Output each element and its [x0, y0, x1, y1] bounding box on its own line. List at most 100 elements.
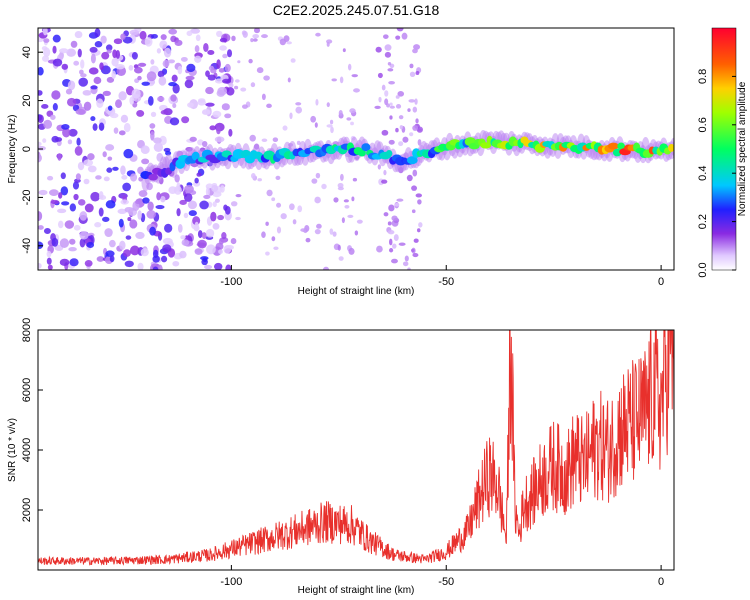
spectrogram-blob — [389, 102, 393, 106]
spectrogram-blob — [272, 137, 279, 143]
spectrogram-blob — [38, 189, 48, 196]
spectrogram-blob — [282, 125, 288, 131]
spectrogram-blob — [387, 221, 392, 226]
ridge-blob — [385, 150, 393, 157]
spectrogram-blob — [391, 215, 398, 221]
spectrogram-blob — [50, 199, 60, 205]
spectrogram-blob — [209, 125, 216, 131]
spectrogram-blob — [280, 213, 287, 220]
spectrogram-blob — [252, 38, 258, 42]
spectrogram-blob — [140, 248, 149, 257]
spectrogram-blob — [98, 207, 104, 217]
spectrogram-blob — [109, 112, 119, 119]
spectrogram-blob — [83, 159, 94, 167]
spectrogram-blob — [194, 45, 200, 53]
spectrogram-blob — [346, 117, 352, 121]
spectrogram-blob — [263, 75, 270, 81]
spectrogram-blob — [64, 220, 75, 229]
spectrogram-blob — [94, 41, 103, 48]
spectrogram-blob — [159, 135, 167, 146]
spectrogram-blob — [124, 260, 134, 268]
spectrogram-blob — [388, 248, 394, 253]
spectrogram-blob — [416, 228, 421, 233]
spectrogram-blob — [378, 96, 382, 103]
snr-x-tick-label: 0 — [658, 576, 664, 588]
spectrogram-blob — [234, 85, 239, 90]
spectrogram-blob — [389, 115, 393, 120]
spectrogram-blob — [129, 96, 135, 105]
spectrogram-blob — [326, 102, 330, 108]
spectrogram-blob — [185, 75, 195, 81]
spectrogram-blob — [129, 219, 138, 229]
spectrogram-blob — [222, 53, 228, 59]
spectrogram-blob — [193, 181, 201, 187]
spectrogram-blob — [297, 205, 303, 213]
snr-y-tick-label: 4000 — [21, 438, 33, 462]
spectrogram-blob — [340, 173, 344, 181]
spectrogram-blob — [279, 38, 287, 46]
spectrogram-y-label: Frequency (Hz) — [7, 115, 18, 184]
spectrogram-blob — [78, 77, 89, 87]
spectrogram-blob — [404, 255, 409, 262]
spectrogram-blob — [383, 212, 389, 217]
spectrogram-blob — [106, 167, 113, 173]
spectrogram-blob — [159, 40, 168, 49]
spectrogram-blob — [179, 250, 187, 259]
spectrogram-blob — [82, 89, 92, 96]
spectrogram-blob — [218, 68, 225, 73]
spectrogram-blob — [112, 166, 119, 171]
spectrogram-blob — [177, 65, 183, 75]
spectrogram-blob — [412, 253, 419, 258]
spectrogram-blob — [118, 208, 125, 214]
spectrogram-blob — [187, 102, 194, 108]
spectrogram-blob — [61, 63, 69, 70]
spectrogram-blob — [134, 66, 143, 74]
ridge-blob — [191, 151, 200, 161]
spectrogram-blob — [412, 106, 418, 113]
spectrogram-blob — [374, 105, 381, 109]
spectrogram-blob — [195, 34, 201, 42]
spectrogram-blob — [417, 139, 422, 146]
spectrogram-blob — [186, 30, 193, 37]
spectrogram-blob — [61, 201, 70, 206]
spectrogram-blob — [296, 140, 301, 146]
spectrogram-blob — [160, 34, 167, 40]
spectrogram-blob — [398, 115, 404, 120]
spectrogram-blob — [168, 28, 178, 35]
spectrogram-blob — [131, 88, 141, 99]
colorbar-tick-label: 0.6 — [697, 117, 709, 132]
spectrogram-blob — [127, 217, 132, 222]
ridge-blob — [607, 142, 619, 150]
spectrogram-blob — [351, 74, 358, 78]
spectrogram-blob — [220, 185, 225, 193]
spectrogram-blob — [212, 222, 220, 230]
spectrogram-blob — [57, 220, 64, 229]
spectrogram-blob — [216, 30, 223, 38]
spectrogram-blob — [69, 258, 79, 267]
spectrogram-blob — [344, 204, 350, 209]
spectrogram-blob — [181, 116, 190, 124]
spectrogram-blob — [151, 33, 158, 39]
spectrogram-blob — [315, 172, 321, 179]
spectrogram-blob — [261, 231, 266, 238]
spectrogram-blob — [105, 250, 115, 257]
spectrogram-blob — [354, 230, 359, 236]
spectrogram-blob — [138, 190, 148, 197]
spectrogram-blob — [106, 76, 115, 83]
spectrogram-blob — [387, 62, 392, 66]
spectrogram-blob — [388, 139, 395, 145]
spectrogram-blob — [152, 255, 160, 263]
spectrogram-blob — [49, 189, 59, 196]
spectrogram-blob — [250, 172, 256, 179]
spectrogram-blob — [347, 63, 352, 71]
colorbar-tick-label: 0.2 — [697, 214, 709, 229]
spectrogram-blob — [381, 84, 386, 91]
spectrogram-blob — [417, 199, 422, 205]
spectrogram-blob — [409, 132, 414, 137]
spectrogram-blob — [415, 193, 423, 198]
spectrogram-blob — [146, 71, 157, 82]
spectrogram-blob — [57, 208, 67, 214]
spectrogram-blob — [205, 228, 215, 238]
spectrogram-blob — [129, 29, 140, 36]
spectrogram-blob — [42, 28, 48, 36]
